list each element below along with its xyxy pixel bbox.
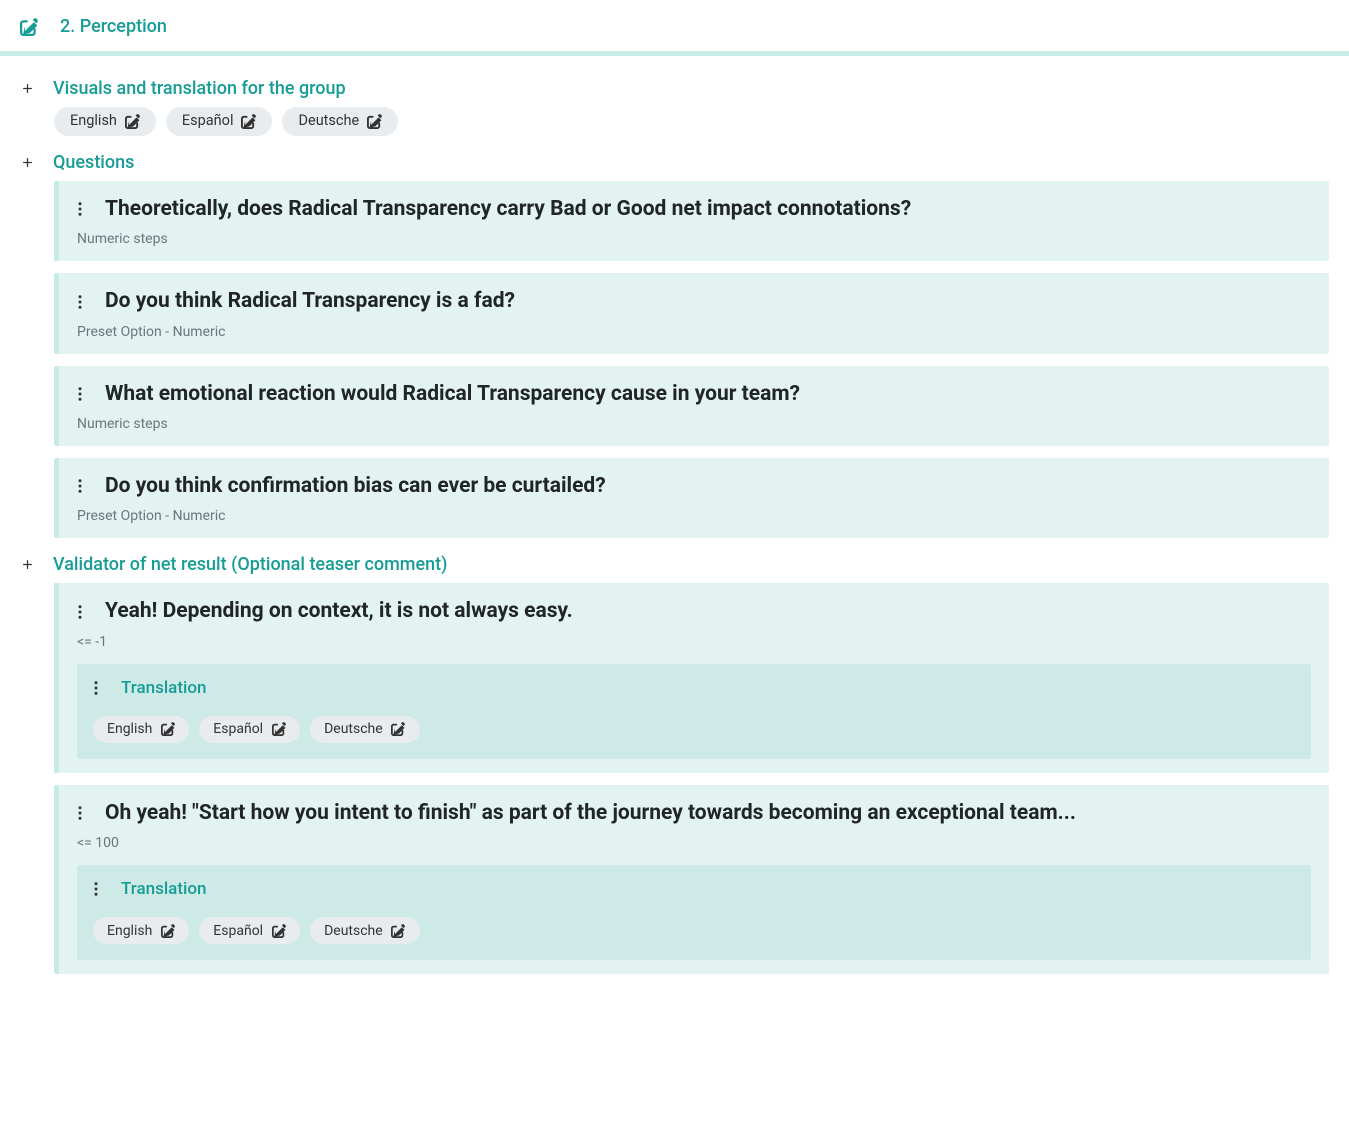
edit-language-icon[interactable]: [241, 114, 256, 129]
language-label: English: [70, 114, 117, 129]
drag-handle-icon[interactable]: [77, 477, 83, 495]
visuals-section-body: English Español Deutsche: [54, 107, 1329, 136]
edit-language-icon[interactable]: [160, 722, 175, 737]
question-subtitle: Preset Option - Numeric: [77, 508, 1311, 524]
edit-language-icon[interactable]: [367, 114, 382, 129]
validator-card-head: Oh yeah! "Start how you intent to finish…: [77, 799, 1311, 827]
validator-section: Validator of net result (Optional teaser…: [0, 544, 1349, 980]
translation-head: Translation: [93, 879, 1295, 899]
page-title: 2. Perception: [60, 16, 167, 37]
validator-card[interactable]: Oh yeah! "Start how you intent to finish…: [54, 785, 1329, 974]
language-pill-deutsche[interactable]: Deutsche: [310, 917, 420, 944]
drag-handle-icon[interactable]: [77, 385, 83, 403]
header-divider: [0, 51, 1349, 56]
question-subtitle: Preset Option - Numeric: [77, 324, 1311, 340]
visuals-section-title: Visuals and translation for the group: [53, 78, 346, 99]
language-pill-english[interactable]: English: [93, 716, 189, 743]
edit-language-icon[interactable]: [160, 923, 175, 938]
language-pill-english[interactable]: English: [93, 917, 189, 944]
edit-language-icon[interactable]: [271, 722, 286, 737]
drag-handle-icon[interactable]: [77, 804, 83, 822]
add-question-icon[interactable]: [20, 155, 35, 170]
edit-language-icon[interactable]: [391, 923, 406, 938]
edit-language-icon[interactable]: [125, 114, 140, 129]
question-card-head: What emotional reaction would Radical Tr…: [77, 380, 1311, 408]
page-root: 2. Perception Visuals and translation fo…: [0, 0, 1349, 1004]
questions-section-header: Questions: [20, 152, 1329, 173]
language-label: Deutsche: [298, 114, 359, 129]
edit-language-icon[interactable]: [271, 923, 286, 938]
translation-head: Translation: [93, 678, 1295, 698]
question-card[interactable]: Do you think confirmation bias can ever …: [54, 458, 1329, 538]
edit-language-icon[interactable]: [391, 722, 406, 737]
validator-section-title: Validator of net result (Optional teaser…: [53, 554, 447, 575]
language-pill-espanol[interactable]: Español: [199, 716, 300, 743]
validator-list: Yeah! Depending on context, it is not al…: [54, 583, 1329, 974]
translation-title: Translation: [121, 678, 206, 698]
visuals-section: Visuals and translation for the group En…: [0, 68, 1349, 142]
drag-handle-icon[interactable]: [77, 200, 83, 218]
validator-title: Yeah! Depending on context, it is not al…: [105, 597, 573, 625]
drag-handle-icon[interactable]: [93, 679, 99, 697]
validator-section-header: Validator of net result (Optional teaser…: [20, 554, 1329, 575]
language-label: Español: [213, 924, 263, 938]
translation-box: Translation English Español Deutsche: [77, 865, 1311, 960]
visuals-section-header: Visuals and translation for the group: [20, 78, 1329, 99]
language-label: English: [107, 924, 152, 938]
question-card[interactable]: What emotional reaction would Radical Tr…: [54, 366, 1329, 446]
add-visuals-icon[interactable]: [20, 81, 35, 96]
language-pill-deutsche[interactable]: Deutsche: [282, 107, 398, 136]
questions-section-title: Questions: [53, 152, 134, 173]
language-label: Deutsche: [324, 924, 383, 938]
validator-title: Oh yeah! "Start how you intent to finish…: [105, 799, 1076, 827]
translation-language-row: English Español Deutsche: [93, 917, 1295, 944]
question-title: Do you think confirmation bias can ever …: [105, 472, 606, 500]
language-pill-deutsche[interactable]: Deutsche: [310, 716, 420, 743]
language-label: Español: [213, 722, 263, 736]
question-title: Theoretically, does Radical Transparency…: [105, 195, 911, 223]
question-title: What emotional reaction would Radical Tr…: [105, 380, 800, 408]
drag-handle-icon[interactable]: [77, 293, 83, 311]
language-label: Español: [182, 114, 234, 129]
language-label: Deutsche: [324, 722, 383, 736]
language-pill-row: English Español Deutsche: [54, 107, 1329, 136]
question-card-head: Theoretically, does Radical Transparency…: [77, 195, 1311, 223]
translation-box: Translation English Español Deutsche: [77, 664, 1311, 759]
question-card[interactable]: Theoretically, does Radical Transparency…: [54, 181, 1329, 261]
validator-card-head: Yeah! Depending on context, it is not al…: [77, 597, 1311, 625]
question-card[interactable]: Do you think Radical Transparency is a f…: [54, 273, 1329, 353]
translation-language-row: English Español Deutsche: [93, 716, 1295, 743]
drag-handle-icon[interactable]: [77, 603, 83, 621]
translation-title: Translation: [121, 879, 206, 899]
edit-perception-icon[interactable]: [20, 18, 38, 36]
language-pill-espanol[interactable]: Español: [199, 917, 300, 944]
questions-section: Questions Theoretically, does Radical Tr…: [0, 142, 1349, 544]
validator-subtitle: <= 100: [77, 835, 1311, 851]
validator-card[interactable]: Yeah! Depending on context, it is not al…: [54, 583, 1329, 772]
add-validator-icon[interactable]: [20, 557, 35, 572]
question-title: Do you think Radical Transparency is a f…: [105, 287, 515, 315]
validator-subtitle: <= -1: [77, 634, 1311, 650]
question-subtitle: Numeric steps: [77, 231, 1311, 247]
drag-handle-icon[interactable]: [93, 880, 99, 898]
page-header: 2. Perception: [0, 12, 1349, 51]
language-pill-english[interactable]: English: [54, 107, 156, 136]
question-subtitle: Numeric steps: [77, 416, 1311, 432]
questions-list: Theoretically, does Radical Transparency…: [54, 181, 1329, 538]
language-pill-espanol[interactable]: Español: [166, 107, 273, 136]
language-label: English: [107, 722, 152, 736]
question-card-head: Do you think confirmation bias can ever …: [77, 472, 1311, 500]
question-card-head: Do you think Radical Transparency is a f…: [77, 287, 1311, 315]
